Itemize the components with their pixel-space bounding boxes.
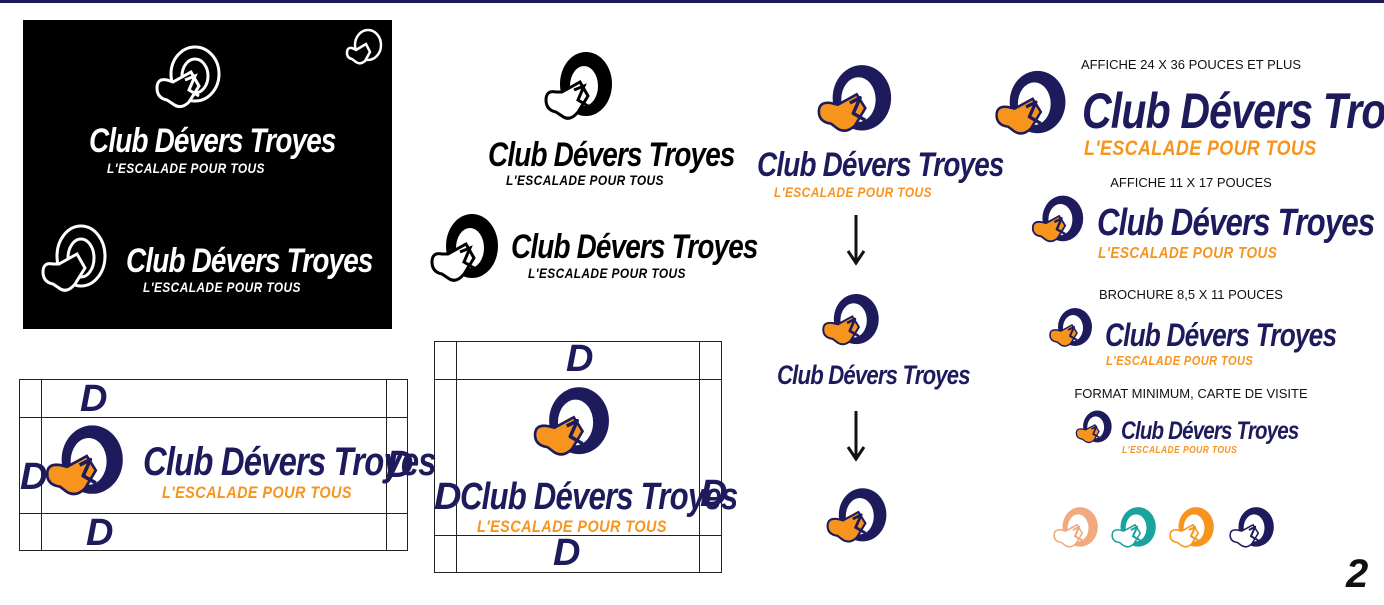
guide-line: [456, 341, 457, 573]
spacing-letter: D: [86, 512, 114, 554]
logo-title: Club Dévers Troyes: [1121, 417, 1299, 445]
spacing-letter: D: [386, 444, 414, 486]
spacing-letter: D: [700, 473, 728, 515]
climbing-hold-logo-icon: [1108, 502, 1160, 558]
climbing-hold-logo-icon: [345, 28, 383, 65]
climbing-hold-logo-icon: [990, 66, 1072, 148]
climbing-hold-logo-icon: [1050, 502, 1102, 558]
climbing-hold-logo-icon: [544, 52, 612, 120]
page-number: 2: [1346, 552, 1369, 596]
climbing-hold-logo-icon: [812, 60, 898, 146]
logo-tagline: L'ESCALADE POUR TOUS: [1106, 353, 1254, 368]
logo-tagline: L'ESCALADE POUR TOUS: [528, 265, 686, 281]
climbing-hold-logo-icon: [528, 382, 616, 470]
logo-title: Club Dévers Troyes: [1082, 83, 1384, 139]
guide-line: [699, 341, 700, 573]
spacing-letter: D: [434, 476, 462, 518]
logo-title: Club Dévers Troyes: [1105, 317, 1337, 353]
black-panel: Club Dévers Troyes L'ESCALADE POUR TOUS …: [23, 20, 392, 329]
logo-tagline: L'ESCALADE POUR TOUS: [1084, 137, 1317, 160]
spacing-frame-horizontal: [19, 379, 408, 551]
spacing-letter: D: [20, 456, 48, 498]
logo-title: Club Dévers Troyes: [460, 476, 738, 518]
logo-tagline: L'ESCALADE POUR TOUS: [143, 279, 301, 295]
arrow-down-icon: [846, 214, 866, 266]
climbing-hold-logo-icon: [1028, 192, 1088, 252]
logo-title: Club Dévers Troyes: [126, 242, 373, 280]
climbing-hold-logo-icon: [40, 420, 130, 510]
climbing-hold-logo-icon: [430, 214, 498, 282]
spacing-letter: D: [566, 338, 594, 380]
logo-title: Club Dévers Troyes: [757, 146, 1004, 184]
logo-tagline: L'ESCALADE POUR TOUS: [107, 160, 265, 176]
top-border: [0, 0, 1384, 3]
logo-tagline: L'ESCALADE POUR TOUS: [477, 517, 667, 536]
climbing-hold-logo-icon: [822, 484, 892, 554]
guide-line: [19, 513, 408, 514]
climbing-hold-logo-icon: [1226, 502, 1278, 558]
spacing-letter: D: [80, 378, 108, 420]
climbing-hold-logo-icon: [1046, 304, 1096, 356]
logo-tagline: L'ESCALADE POUR TOUS: [774, 184, 932, 200]
logo-title: Club Dévers Troyes: [488, 136, 735, 174]
guide-line: [19, 417, 408, 418]
guide-line: [434, 535, 722, 536]
size-caption: AFFICHE 24 X 36 POUCES ET PLUS: [1080, 57, 1302, 72]
logo-tagline: L'ESCALADE POUR TOUS: [162, 483, 352, 502]
logo-title: Club Dévers Troyes: [89, 122, 336, 160]
logo-tagline: L'ESCALADE POUR TOUS: [1122, 445, 1238, 456]
spacing-frame-vertical: [434, 341, 722, 573]
guide-line: [386, 379, 387, 551]
logo-title: Club Dévers Troyes: [1097, 202, 1375, 244]
logo-tagline: L'ESCALADE POUR TOUS: [506, 172, 664, 188]
climbing-hold-logo-icon: [1073, 408, 1115, 450]
guide-line: [41, 379, 42, 551]
climbing-hold-logo-icon: [818, 290, 884, 356]
size-caption: BROCHURE 8,5 X 11 POUCES: [1099, 287, 1283, 302]
climbing-hold-logo-icon: [1166, 502, 1218, 558]
logo-title: Club Dévers Troyes: [143, 440, 437, 484]
logo-title: Club Dévers Troyes: [777, 360, 971, 390]
spacing-letter: D: [553, 532, 581, 574]
size-caption: FORMAT MINIMUM, CARTE DE VISITE: [1074, 386, 1308, 401]
guide-line: [434, 379, 722, 380]
arrow-down-icon: [846, 410, 866, 462]
climbing-hold-logo-icon: [155, 45, 221, 109]
logo-title: Club Dévers Troyes: [511, 228, 758, 266]
climbing-hold-logo-icon: [41, 224, 107, 292]
logo-tagline: L'ESCALADE POUR TOUS: [1098, 245, 1278, 262]
size-caption: AFFICHE 11 X 17 POUCES: [1110, 175, 1272, 190]
